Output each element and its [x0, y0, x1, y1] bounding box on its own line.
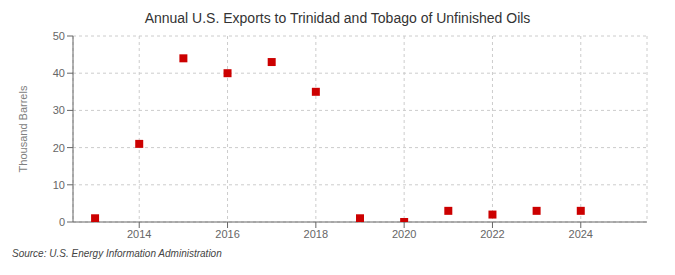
- html-text:Annual U.S. Exports to Trinida: Annual U.S. Exports to Trinidad and Toba…: [144, 10, 531, 26]
- svg-text:40: 40: [53, 67, 65, 79]
- svg-text:30: 30: [53, 104, 65, 116]
- svg-text:2018: 2018: [304, 228, 328, 240]
- svg-text:2022: 2022: [480, 228, 504, 240]
- svg-text:2024: 2024: [569, 228, 593, 240]
- svg-text:20: 20: [53, 142, 65, 154]
- svg-text:Thousand Barrels: Thousand Barrels: [17, 85, 29, 172]
- svg-text:50: 50: [53, 30, 65, 42]
- svg-text:2016: 2016: [215, 228, 239, 240]
- svg-text:10: 10: [53, 179, 65, 191]
- html-text:Source: U.S. Energy Informatio: Source: U.S. Energy Information Administ…: [12, 248, 222, 259]
- svg-text:0: 0: [59, 216, 65, 228]
- svg-text:2014: 2014: [127, 228, 151, 240]
- svg-text:2020: 2020: [392, 228, 416, 240]
